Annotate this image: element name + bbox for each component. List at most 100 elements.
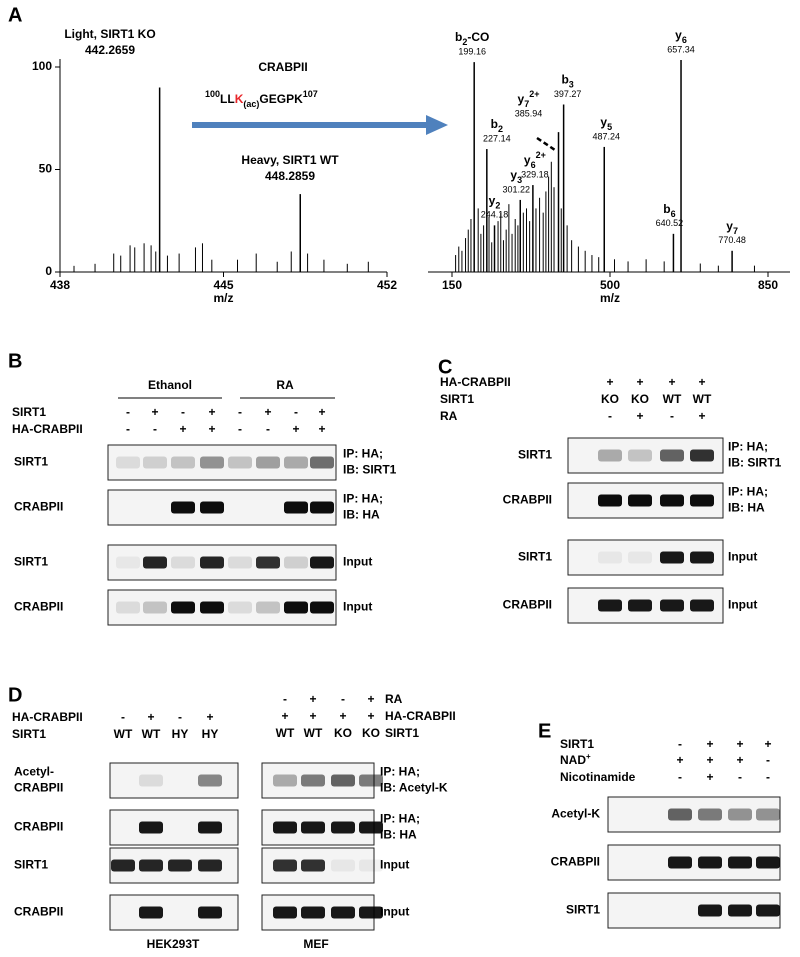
- seq-start: 100: [205, 89, 220, 99]
- protein-label: CRABPII: [551, 855, 600, 869]
- band: [598, 449, 622, 462]
- ion-name: y: [518, 92, 525, 106]
- band: [331, 821, 355, 834]
- band: [228, 456, 252, 469]
- ion-suffix: -CO: [467, 30, 489, 44]
- band: [200, 501, 224, 514]
- condition-text: SIRT1: [12, 405, 46, 419]
- ion-subscript: 2: [495, 201, 500, 211]
- band: [310, 456, 334, 469]
- peak-mz: 397.27: [554, 89, 582, 99]
- blot-note: IP: HA;: [380, 765, 420, 779]
- condition-sign: +: [706, 737, 713, 751]
- band: [310, 501, 334, 514]
- band: [690, 494, 714, 507]
- band: [756, 904, 780, 917]
- dashed-marker: [536, 136, 556, 152]
- condition-sign: +: [151, 405, 158, 419]
- x-axis-label: m/z: [213, 291, 233, 305]
- ion-label: y6: [675, 28, 687, 45]
- band: [310, 556, 334, 569]
- band: [698, 856, 722, 869]
- protein-label: SIRT1: [14, 555, 48, 569]
- ion-name: y: [600, 115, 607, 129]
- band: [168, 859, 192, 872]
- ion-label: y5: [600, 115, 612, 132]
- condition-sign: -: [121, 710, 125, 724]
- condition-text: HA-CRABPII: [12, 710, 83, 724]
- condition-sign: -: [766, 753, 770, 767]
- blot-note: IB: SIRT1: [343, 463, 397, 477]
- condition-text: SIRT1: [12, 727, 46, 741]
- band: [273, 774, 297, 787]
- protein-label: CRABPII: [14, 781, 63, 795]
- ion-subscript: 3: [569, 80, 574, 90]
- band: [171, 501, 195, 514]
- condition-sign: HY: [202, 727, 219, 741]
- condition-sign: -: [678, 770, 682, 784]
- condition-sign: +: [208, 422, 215, 436]
- condition-sign: +: [736, 753, 743, 767]
- band: [273, 821, 297, 834]
- condition-sign: +: [208, 405, 215, 419]
- condition-sign: -: [283, 692, 287, 706]
- condition-name: SIRT1: [560, 737, 594, 751]
- peak-mz: 657.34: [667, 44, 695, 54]
- band: [256, 601, 280, 614]
- protein-label: SIRT1: [14, 455, 48, 469]
- condition-sup: +: [586, 752, 591, 761]
- condition-sign: WT: [304, 726, 323, 740]
- peak-name: Heavy, SIRT1 WT: [241, 153, 339, 167]
- band: [111, 859, 135, 872]
- ion-subscript: 7: [524, 99, 529, 109]
- condition-sign: WT: [276, 726, 295, 740]
- band: [198, 821, 222, 834]
- ion-subscript: 6: [671, 209, 676, 219]
- condition-name: HA-CRABPII: [440, 375, 511, 389]
- blot-note: IP: HA;: [728, 440, 768, 454]
- condition-text: RA: [440, 409, 458, 423]
- condition-sign: +: [318, 405, 325, 419]
- blot-note: IP: HA;: [343, 492, 383, 506]
- condition-sign: -: [181, 405, 185, 419]
- seq-pre: LL: [220, 92, 235, 106]
- x-tick-label: 150: [442, 278, 462, 292]
- condition-sign: -: [766, 770, 770, 784]
- peak-mz: 329.18: [521, 169, 549, 179]
- condition-sign: +: [636, 409, 643, 423]
- condition-sign: -: [678, 737, 682, 751]
- blot-note: IP: HA;: [380, 812, 420, 826]
- condition-sign: +: [309, 709, 316, 723]
- band: [728, 904, 752, 917]
- band: [256, 456, 280, 469]
- condition-sign: WT: [114, 727, 133, 741]
- band: [256, 556, 280, 569]
- seq-end: 107: [303, 89, 318, 99]
- ion-subscript: 3: [517, 175, 522, 185]
- band: [198, 859, 222, 872]
- ion-name: b: [491, 117, 498, 131]
- band: [359, 821, 383, 834]
- ion-label: y2: [489, 194, 501, 211]
- ion-label: b3: [561, 73, 573, 90]
- ion-subscript: 2: [462, 37, 467, 47]
- condition-name: SIRT1: [385, 726, 419, 740]
- condition-sign: WT: [663, 392, 682, 406]
- peak-mz: 301.22: [502, 184, 530, 194]
- blot-note: Input: [343, 600, 372, 614]
- blot: [109, 762, 239, 799]
- blot: [607, 844, 781, 881]
- ion-name: b: [561, 73, 568, 87]
- band: [628, 494, 652, 507]
- band: [284, 556, 308, 569]
- condition-name: SIRT1: [12, 405, 46, 419]
- ion-name: b: [663, 202, 670, 216]
- blot-note: IP: HA;: [343, 447, 383, 461]
- band: [143, 456, 167, 469]
- condition-text: SIRT1: [440, 392, 474, 406]
- condition-sign: +: [206, 710, 213, 724]
- condition-sign: WT: [142, 727, 161, 741]
- ion-name: y: [726, 219, 733, 233]
- condition-sign: -: [294, 405, 298, 419]
